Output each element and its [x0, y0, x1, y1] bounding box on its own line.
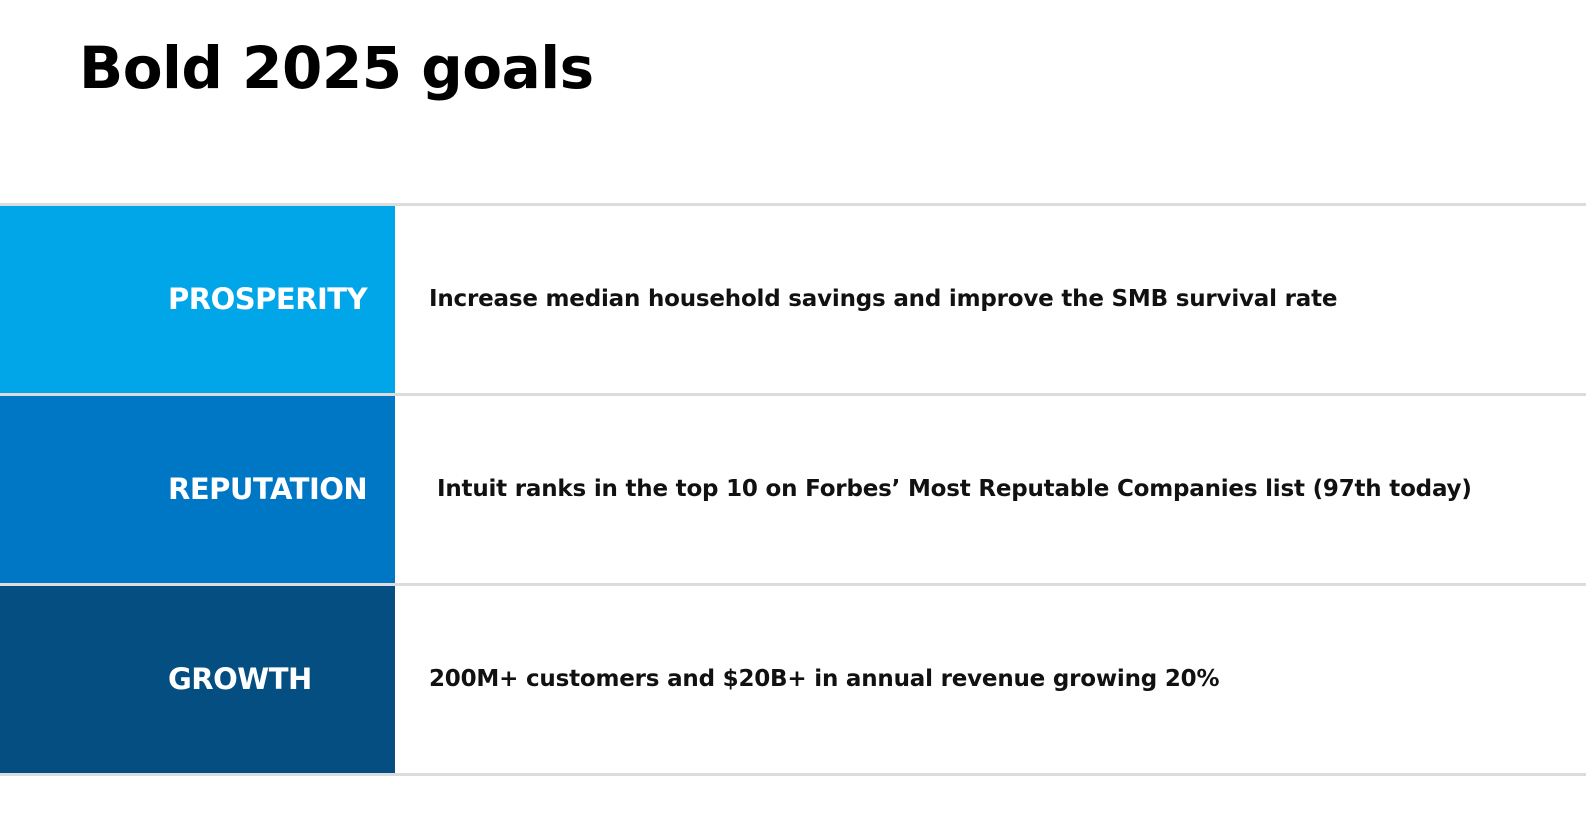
goal-row-prosperity: PROSPERITY Increase median household sav…	[0, 203, 1586, 393]
goal-label-cell-reputation: REPUTATION	[0, 396, 395, 583]
goal-description-cell-reputation: Intuit ranks in the top 10 on Forbes’ Mo…	[395, 396, 1586, 583]
goals-table: PROSPERITY Increase median household sav…	[0, 203, 1586, 776]
goal-label-cell-growth: GROWTH	[0, 586, 395, 773]
goal-description-prosperity: Increase median household savings and im…	[429, 285, 1338, 312]
goal-row-reputation: REPUTATION Intuit ranks in the top 10 on…	[0, 393, 1586, 583]
goal-description-cell-growth: 200M+ customers and $20B+ in annual reve…	[395, 586, 1586, 773]
goal-label-reputation: REPUTATION	[168, 471, 368, 506]
goal-description-growth: 200M+ customers and $20B+ in annual reve…	[429, 665, 1220, 692]
goal-label-prosperity: PROSPERITY	[168, 281, 368, 316]
goal-description-reputation: Intuit ranks in the top 10 on Forbes’ Mo…	[437, 475, 1472, 502]
page-title: Bold 2025 goals	[79, 34, 594, 102]
goal-label-growth: GROWTH	[168, 661, 312, 696]
goal-row-growth: GROWTH 200M+ customers and $20B+ in annu…	[0, 583, 1586, 776]
goal-label-cell-prosperity: PROSPERITY	[0, 206, 395, 393]
goal-description-cell-prosperity: Increase median household savings and im…	[395, 206, 1586, 393]
